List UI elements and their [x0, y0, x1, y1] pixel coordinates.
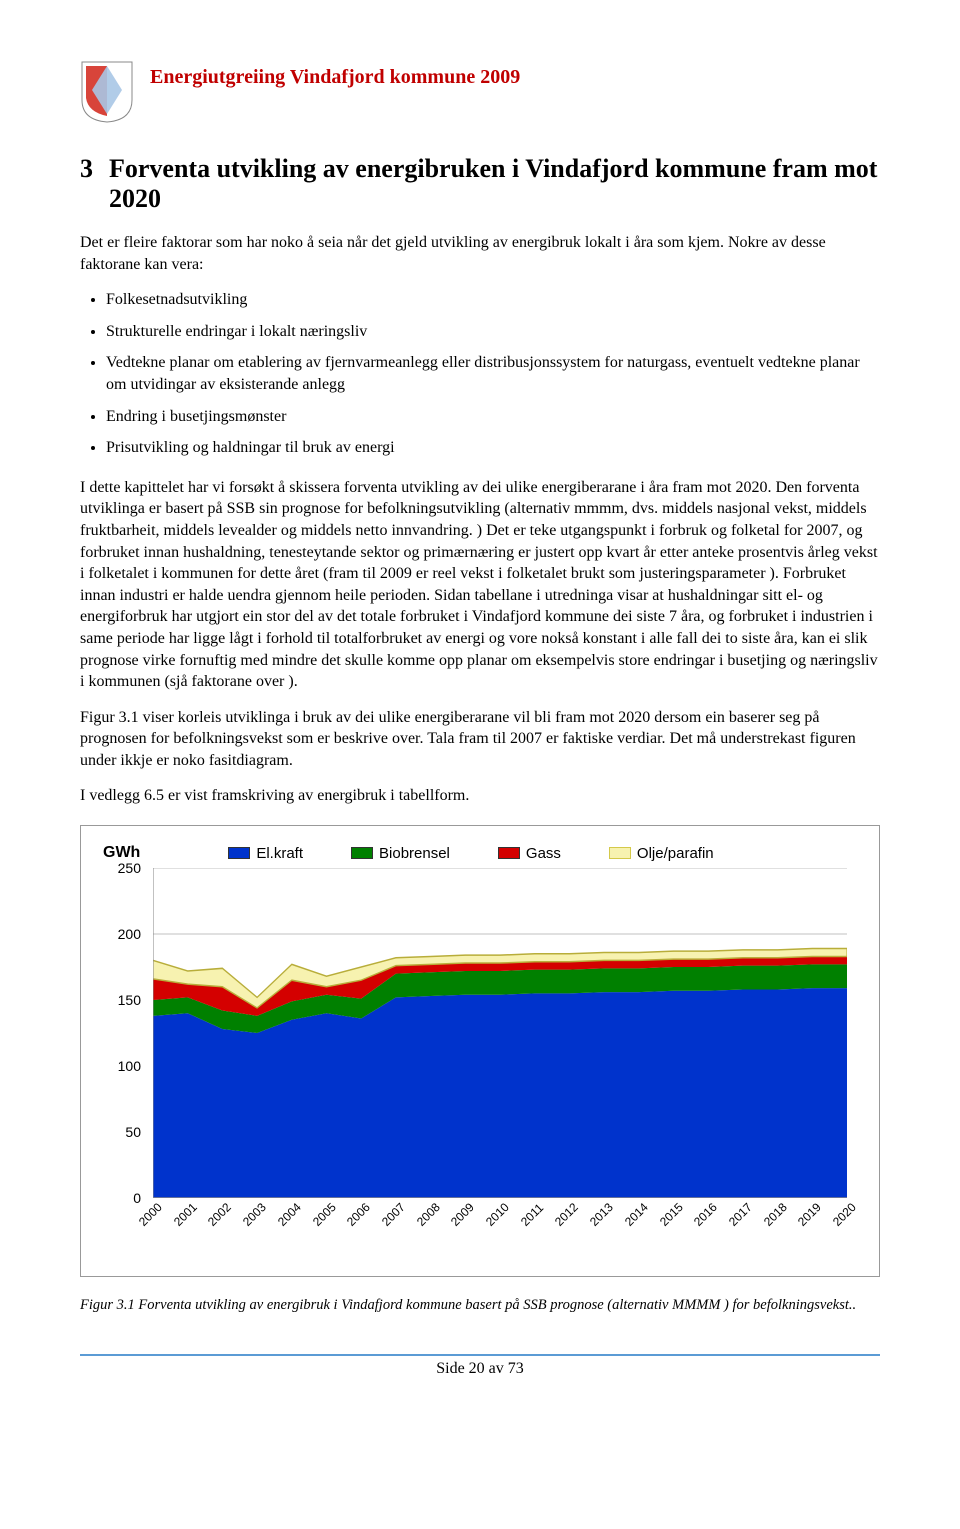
chart-legend: GWh El.kraft Biobrensel Gass Olje/parafi… [103, 844, 857, 862]
legend-label: Biobrensel [379, 845, 450, 862]
legend-label: Olje/parafin [637, 845, 714, 862]
energy-chart: GWh El.kraft Biobrensel Gass Olje/parafi… [80, 825, 880, 1277]
page-header: Energiutgreiing Vindafjord kommune 2009 [80, 60, 880, 124]
municipality-shield-icon [80, 60, 134, 124]
list-item: Vedtekne planar om etablering av fjernva… [106, 352, 880, 395]
chart-x-axis: 2000200120022003200420052006200720082009… [153, 1202, 847, 1248]
legend-item-elkraft: El.kraft [228, 845, 303, 862]
legend-swatch [609, 847, 631, 859]
body-paragraph-1: I dette kapittelet har vi forsøkt å skis… [80, 477, 880, 693]
chart-y-axis: 050100150200250 [103, 868, 147, 1198]
section-title-line2: 2020 [109, 184, 877, 214]
legend-item-olje: Olje/parafin [609, 845, 714, 862]
page-number: Side 20 av 73 [436, 1360, 524, 1377]
list-item: Folkesetnadsutvikling [106, 289, 880, 311]
document-page: Energiutgreiing Vindafjord kommune 2009 … [0, 0, 960, 1418]
document-title: Energiutgreiing Vindafjord kommune 2009 [150, 66, 520, 89]
legend-item-biobrensel: Biobrensel [351, 845, 450, 862]
page-footer: Side 20 av 73 [80, 1354, 880, 1378]
list-item: Endring i busetjingsmønster [106, 406, 880, 428]
figure-caption: Figur 3.1 Forventa utvikling av energibr… [80, 1297, 880, 1314]
list-item: Strukturelle endringar i lokalt næringsl… [106, 321, 880, 343]
legend-swatch [228, 847, 250, 859]
chart-plot [153, 868, 847, 1198]
factor-bullet-list: Folkesetnadsutvikling Strukturelle endri… [106, 289, 880, 459]
list-item: Prisutvikling og haldningar til bruk av … [106, 437, 880, 459]
section-title-line1: Forventa utvikling av energibruken i Vin… [109, 154, 877, 184]
section-heading: 3 Forventa utvikling av energibruken i V… [80, 154, 880, 214]
intro-paragraph: Det er fleire faktorar som har noko å se… [80, 232, 880, 275]
body-paragraph-3: I vedlegg 6.5 er vist framskriving av en… [80, 785, 880, 807]
legend-label: El.kraft [256, 845, 303, 862]
chart-plot-area: 050100150200250 200020012002200320042005… [103, 868, 857, 1248]
body-paragraph-2: Figur 3.1 viser korleis utviklinga i bru… [80, 707, 880, 772]
legend-item-gass: Gass [498, 845, 561, 862]
legend-swatch [498, 847, 520, 859]
legend-label: Gass [526, 845, 561, 862]
legend-swatch [351, 847, 373, 859]
section-number: 3 [80, 154, 93, 184]
